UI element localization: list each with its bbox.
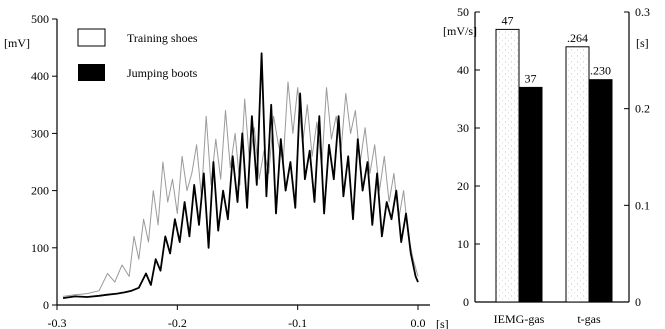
left-tick-label: 10 (457, 237, 469, 251)
line-chart-series (62, 52, 419, 299)
right-axis-unit-label: [s] (636, 36, 649, 50)
left-tick-label: 20 (457, 179, 469, 193)
left-tick-label: 0 (463, 295, 469, 309)
bar-value-label: 37 (525, 71, 537, 85)
x-tick-label: -0.2 (168, 316, 187, 329)
right-tick-label: 0.2 (635, 102, 650, 116)
x-axis-unit-label: [s] (436, 317, 449, 329)
legend-swatch-training-shoes (77, 28, 106, 47)
y-axis-unit-label: [mV] (4, 36, 30, 50)
y-tick-label: 200 (31, 184, 49, 198)
bar-chart-bars: 47 37 IEMG-gas .264 .230 t-gas (494, 13, 613, 326)
x-tick-label: 0.0 (411, 316, 426, 329)
legend: Training shoes Jumping boots (77, 28, 198, 81)
bar-chart: 47 37 IEMG-gas .264 .230 t-gas 0 10 20 30 40 50 0 0.… (443, 5, 650, 326)
category-label: IEMG-gas (494, 312, 545, 326)
bar-value-label: .230 (590, 64, 611, 78)
x-tick-label: -0.1 (288, 316, 307, 329)
y-tick-label: 400 (31, 69, 49, 83)
bar-training-shoes-t-gas (565, 46, 590, 303)
category-label: t-gas (577, 312, 601, 326)
series-line-training-shoes (62, 81, 419, 297)
legend-swatch-jumping-boots (78, 64, 105, 81)
line-chart-axes (56, 19, 430, 306)
bar-training-shoes-iemg-gas (495, 28, 520, 303)
legend-label-training-shoes: Training shoes (127, 31, 198, 45)
x-tick-label: -0.3 (48, 316, 67, 329)
series-line-jumping-boots (62, 52, 419, 299)
bar-jumping-boots-iemg-gas (518, 86, 543, 303)
left-tick-label: 30 (457, 121, 469, 135)
y-tick-label: 0 (43, 298, 49, 312)
bar-value-label: .264 (567, 31, 588, 45)
left-axis-unit-label: [mV/s] (443, 24, 477, 38)
bar-chart-ticks: 0 10 20 30 40 50 0 0.1 0.2 0.3 (457, 5, 650, 309)
y-tick-label: 100 (31, 241, 49, 255)
legend-label-jumping-boots: Jumping boots (127, 66, 198, 80)
left-tick-label: 40 (457, 63, 469, 77)
right-tick-label: 0.1 (635, 198, 650, 212)
y-tick-label: 300 (31, 126, 49, 140)
line-chart-ticks: 0 100 200 300 400 500 -0.3 -0.2 -0.1 0.0 (31, 12, 426, 329)
bar-jumping-boots-t-gas (588, 79, 613, 303)
left-tick-label: 50 (457, 5, 469, 19)
bar-value-label: 47 (502, 13, 514, 27)
right-tick-label: 0.3 (635, 5, 650, 19)
emg-line-chart: 0 100 200 300 400 500 -0.3 -0.2 -0.1 0.0 [mV] [s]… (4, 12, 449, 329)
right-tick-label: 0 (635, 295, 641, 309)
y-tick-label: 500 (31, 12, 49, 26)
